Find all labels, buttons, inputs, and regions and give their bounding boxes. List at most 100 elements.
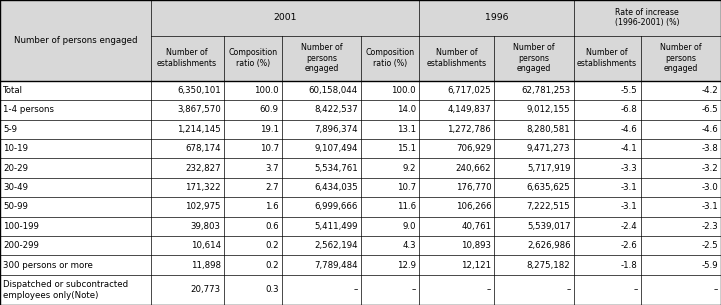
Text: 100.0: 100.0 bbox=[254, 86, 279, 95]
Text: 11.6: 11.6 bbox=[397, 203, 416, 211]
Text: 4.3: 4.3 bbox=[402, 241, 416, 250]
Text: -3.2: -3.2 bbox=[702, 163, 718, 173]
Text: -3.3: -3.3 bbox=[621, 163, 637, 173]
Text: 6,717,025: 6,717,025 bbox=[448, 86, 491, 95]
Text: -2.5: -2.5 bbox=[702, 241, 718, 250]
Text: 10.7: 10.7 bbox=[260, 144, 279, 153]
Text: 0.6: 0.6 bbox=[265, 222, 279, 231]
Text: 15.1: 15.1 bbox=[397, 144, 416, 153]
Bar bbox=[0, 197, 721, 217]
Bar bbox=[0, 0, 721, 81]
Text: 14.0: 14.0 bbox=[397, 106, 416, 114]
Bar bbox=[0, 275, 721, 305]
Text: 1,272,786: 1,272,786 bbox=[448, 125, 491, 134]
Text: Number of
persons
engaged: Number of persons engaged bbox=[660, 43, 702, 73]
Text: Number of
establishments: Number of establishments bbox=[157, 48, 217, 68]
Text: -6.8: -6.8 bbox=[621, 106, 637, 114]
Text: 10,893: 10,893 bbox=[461, 241, 491, 250]
Text: 232,827: 232,827 bbox=[185, 163, 221, 173]
Text: 1996: 1996 bbox=[485, 13, 508, 22]
Text: 2001: 2001 bbox=[273, 13, 296, 22]
Text: Dispatched or subcontracted
employees only(Note): Dispatched or subcontracted employees on… bbox=[3, 280, 128, 300]
Text: -2.6: -2.6 bbox=[621, 241, 637, 250]
Text: –: – bbox=[487, 285, 491, 294]
Text: -5.5: -5.5 bbox=[621, 86, 637, 95]
Text: 0.3: 0.3 bbox=[265, 285, 279, 294]
Text: 9,471,273: 9,471,273 bbox=[527, 144, 570, 153]
Text: 2,626,986: 2,626,986 bbox=[527, 241, 570, 250]
Text: 30-49: 30-49 bbox=[3, 183, 28, 192]
Text: -1.8: -1.8 bbox=[621, 261, 637, 270]
Text: 5,411,499: 5,411,499 bbox=[314, 222, 358, 231]
Bar bbox=[0, 178, 721, 197]
Text: -4.6: -4.6 bbox=[621, 125, 637, 134]
Text: Rate of increase
(1996-2001) (%): Rate of increase (1996-2001) (%) bbox=[615, 8, 679, 27]
Text: 9,012,155: 9,012,155 bbox=[527, 106, 570, 114]
Text: 8,275,182: 8,275,182 bbox=[527, 261, 570, 270]
Text: -3.0: -3.0 bbox=[702, 183, 718, 192]
Text: 20,773: 20,773 bbox=[190, 285, 221, 294]
Text: -4.2: -4.2 bbox=[702, 86, 718, 95]
Text: 1.6: 1.6 bbox=[265, 203, 279, 211]
Text: 2,562,194: 2,562,194 bbox=[314, 241, 358, 250]
Text: -5.9: -5.9 bbox=[702, 261, 718, 270]
Text: -3.1: -3.1 bbox=[621, 183, 637, 192]
Text: –: – bbox=[714, 285, 718, 294]
Bar bbox=[0, 120, 721, 139]
Bar bbox=[0, 81, 721, 100]
Text: Number of persons engaged: Number of persons engaged bbox=[14, 36, 137, 45]
Text: -4.6: -4.6 bbox=[702, 125, 718, 134]
Text: 100.0: 100.0 bbox=[392, 86, 416, 95]
Text: 9.0: 9.0 bbox=[402, 222, 416, 231]
Text: -2.4: -2.4 bbox=[621, 222, 637, 231]
Text: 10,614: 10,614 bbox=[190, 241, 221, 250]
Text: 706,929: 706,929 bbox=[456, 144, 491, 153]
Text: 3,867,570: 3,867,570 bbox=[177, 106, 221, 114]
Text: -3.1: -3.1 bbox=[702, 203, 718, 211]
Text: 6,350,101: 6,350,101 bbox=[177, 86, 221, 95]
Bar bbox=[0, 255, 721, 275]
Text: 60,158,044: 60,158,044 bbox=[309, 86, 358, 95]
Text: 60.9: 60.9 bbox=[260, 106, 279, 114]
Text: -3.1: -3.1 bbox=[621, 203, 637, 211]
Text: 6,999,666: 6,999,666 bbox=[314, 203, 358, 211]
Text: -6.5: -6.5 bbox=[702, 106, 718, 114]
Text: 6,635,625: 6,635,625 bbox=[527, 183, 570, 192]
Text: 8,280,581: 8,280,581 bbox=[527, 125, 570, 134]
Text: Number of
establishments: Number of establishments bbox=[577, 48, 637, 68]
Bar bbox=[0, 236, 721, 255]
Text: –: – bbox=[412, 285, 416, 294]
Text: -2.3: -2.3 bbox=[702, 222, 718, 231]
Bar bbox=[0, 158, 721, 178]
Text: 102,975: 102,975 bbox=[185, 203, 221, 211]
Text: –: – bbox=[633, 285, 637, 294]
Text: 300 persons or more: 300 persons or more bbox=[3, 261, 93, 270]
Text: –: – bbox=[566, 285, 570, 294]
Text: 5,717,919: 5,717,919 bbox=[527, 163, 570, 173]
Text: 7,789,484: 7,789,484 bbox=[314, 261, 358, 270]
Text: 7,222,515: 7,222,515 bbox=[527, 203, 570, 211]
Bar bbox=[0, 217, 721, 236]
Text: –: – bbox=[353, 285, 358, 294]
Text: Total: Total bbox=[3, 86, 23, 95]
Text: 3.7: 3.7 bbox=[265, 163, 279, 173]
Text: 678,174: 678,174 bbox=[185, 144, 221, 153]
Text: 40,761: 40,761 bbox=[461, 222, 491, 231]
Text: 0.2: 0.2 bbox=[265, 241, 279, 250]
Text: -4.1: -4.1 bbox=[621, 144, 637, 153]
Text: 10-19: 10-19 bbox=[3, 144, 28, 153]
Text: 200-299: 200-299 bbox=[3, 241, 39, 250]
Text: Composition
ratio (%): Composition ratio (%) bbox=[366, 48, 415, 68]
Text: 39,803: 39,803 bbox=[191, 222, 221, 231]
Text: 100-199: 100-199 bbox=[3, 222, 39, 231]
Text: 10.7: 10.7 bbox=[397, 183, 416, 192]
Text: 8,422,537: 8,422,537 bbox=[314, 106, 358, 114]
Bar bbox=[0, 100, 721, 120]
Text: 1-4 persons: 1-4 persons bbox=[3, 106, 54, 114]
Text: 0.2: 0.2 bbox=[265, 261, 279, 270]
Text: 9.2: 9.2 bbox=[402, 163, 416, 173]
Text: 12.9: 12.9 bbox=[397, 261, 416, 270]
Bar bbox=[0, 139, 721, 158]
Text: 176,770: 176,770 bbox=[456, 183, 491, 192]
Text: Number of
persons
engaged: Number of persons engaged bbox=[301, 43, 342, 73]
